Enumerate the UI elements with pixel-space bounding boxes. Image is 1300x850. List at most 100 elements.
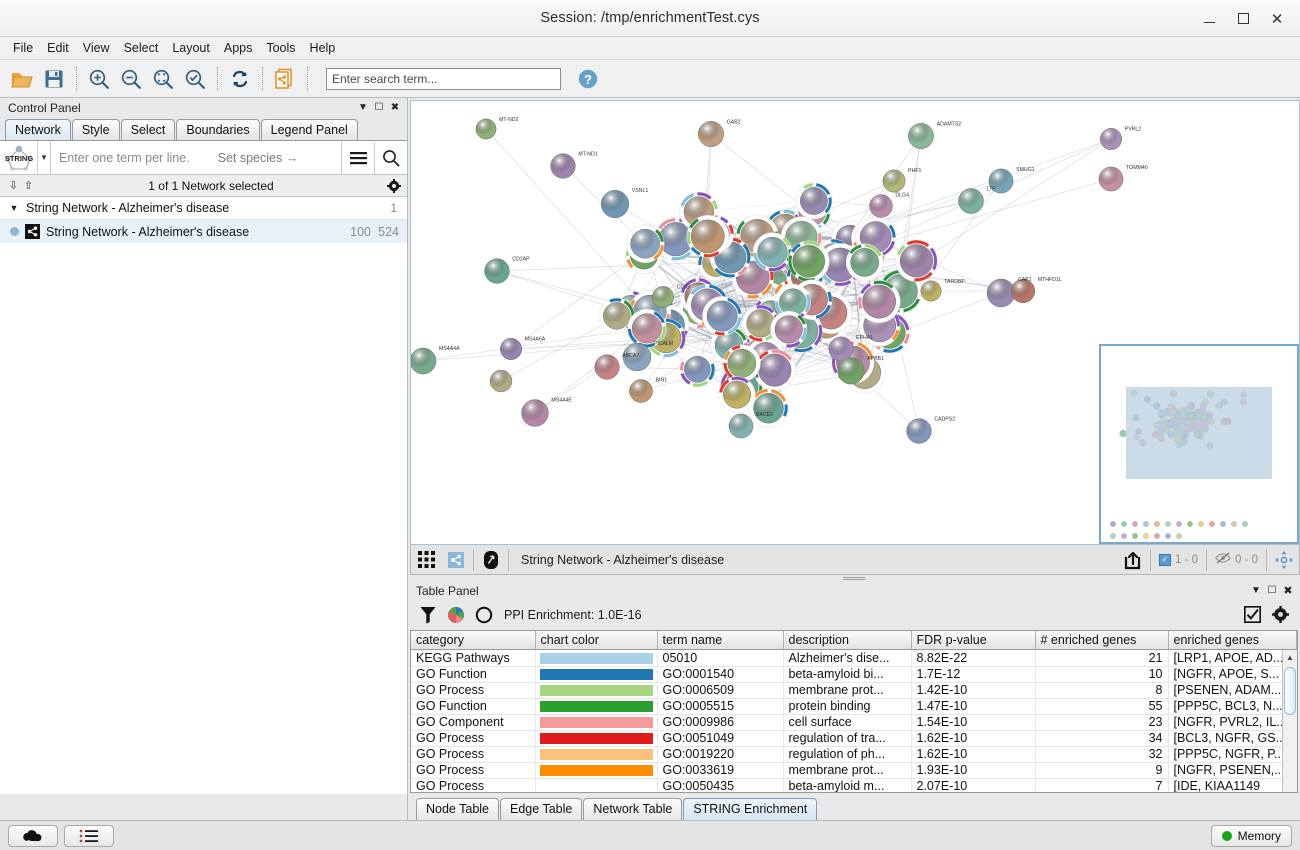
toolbar-separator [473, 548, 474, 571]
minimize-button[interactable] [1192, 4, 1226, 34]
export-network-icon[interactable] [269, 64, 301, 94]
table-row[interactable]: GO Function GO:0005515 protein binding 1.47… [411, 698, 1297, 715]
zoom-fit-icon[interactable] [147, 64, 179, 94]
col-term-name[interactable]: term name [657, 630, 784, 651]
panel-split-handle[interactable] [408, 575, 1300, 582]
network-tree-root[interactable]: ▼ String Network - Alzheimer's disease 1 [0, 197, 407, 220]
string-dropdown-icon[interactable]: ▼ [40, 153, 48, 162]
cell-description: beta-amyloid m... [783, 778, 912, 792]
menu-layout[interactable]: Layout [172, 41, 210, 55]
menu-apps[interactable]: Apps [223, 41, 253, 55]
tab-network[interactable]: Network [5, 119, 71, 140]
refresh-icon[interactable] [224, 64, 256, 94]
hamburger-icon[interactable] [341, 141, 374, 174]
table-row[interactable]: KEGG Pathways 05010 Alzheimer's dise... 8.8… [411, 650, 1297, 667]
float-panel-icon[interactable]: ☐ [1267, 585, 1277, 597]
tab-select[interactable]: Select [120, 119, 176, 140]
tab-edge-table[interactable]: Edge Table [500, 797, 583, 820]
hidden-eye-icon [1215, 552, 1231, 567]
string-query-input[interactable]: Enter one term per line. Set species → [50, 141, 341, 174]
search-input[interactable]: Enter search term... [326, 67, 561, 90]
maximize-button[interactable] [1226, 4, 1260, 34]
memory-status[interactable]: Memory [1210, 824, 1292, 847]
tab-legend-panel[interactable]: Legend Panel [260, 119, 358, 140]
tab-style[interactable]: Style [71, 119, 120, 140]
table-row[interactable]: GO Process GO:0050435 beta-amyloid m... 2.0… [411, 778, 1297, 792]
zoom-selected-icon[interactable] [179, 64, 211, 94]
annotation-icon[interactable] [476, 546, 506, 574]
zoom-out-icon[interactable] [115, 64, 147, 94]
color-swatch [539, 780, 653, 792]
cloud-icon[interactable] [8, 824, 58, 847]
table-row[interactable]: GO Process GO:0019220 regulation of ph... 1… [411, 746, 1297, 763]
table-row[interactable]: GO Function GO:0001540 beta-amyloid bi... 1… [411, 666, 1297, 683]
save-icon[interactable] [38, 64, 70, 94]
donut-chart-icon[interactable] [470, 602, 498, 628]
set-species-link[interactable]: Set species → [217, 150, 299, 165]
gear-icon[interactable] [1266, 602, 1294, 628]
menu-tools[interactable]: Tools [266, 41, 296, 55]
float-panel-icon[interactable]: ☐ [374, 102, 384, 113]
tab-string-enrichment[interactable]: STRING Enrichment [683, 797, 818, 820]
cell-category: GO Component [411, 714, 536, 731]
menu-view[interactable]: View [82, 41, 110, 55]
pan-icon[interactable] [1269, 546, 1299, 574]
tab-node-table[interactable]: Node Table [416, 797, 500, 820]
chevron-down-icon[interactable]: ▼ [9, 203, 19, 213]
gear-icon[interactable] [386, 178, 401, 193]
grid-layout-icon[interactable] [411, 546, 441, 574]
collapse-all-icon[interactable]: ⇩ [8, 180, 19, 192]
expand-all-icon[interactable]: ⇧ [23, 180, 34, 192]
menu-select[interactable]: Select [123, 41, 159, 55]
cell-genes: [LRP1, APOE, AD... [1168, 650, 1297, 667]
filter-icon[interactable] [414, 602, 442, 628]
table-row[interactable]: GO Process GO:0033619 membrane prot... 1.93… [411, 762, 1297, 779]
network-graph[interactable]: MT-ND2 MT-ND1 VSNL1 GAB2 ADAMTS2 PVRL2 TOMM40 S… [411, 101, 1299, 545]
tab-network-table[interactable]: Network Table [583, 797, 683, 820]
hidden-nodes-indicator[interactable]: 0 - 0 [1209, 552, 1264, 567]
toolbar-separator [1266, 548, 1267, 571]
list-icon[interactable] [64, 824, 114, 847]
col-description[interactable]: description [783, 630, 912, 651]
tab-boundaries[interactable]: Boundaries [176, 119, 260, 140]
chevron-down-icon[interactable]: ▼ [358, 102, 368, 113]
table-vertical-scrollbar[interactable]: ▲ [1282, 650, 1297, 792]
network-overview-panel[interactable] [1099, 344, 1299, 544]
menu-edit[interactable]: Edit [47, 41, 69, 55]
svg-text:MS4A4E: MS4A4E [551, 398, 572, 404]
share-network-icon[interactable] [441, 546, 471, 574]
col-enriched-genes[interactable]: enriched genes [1168, 630, 1297, 651]
table-tabs: Node Table Edge Table Network Table STRI… [408, 796, 1300, 820]
close-panel-icon[interactable]: ✖ [1283, 585, 1293, 598]
overview-viewport-rect[interactable] [1126, 387, 1272, 480]
chevron-down-icon[interactable]: ▼ [1251, 585, 1261, 597]
menu-help[interactable]: Help [309, 41, 336, 55]
network-tree-item[interactable]: String Network - Alzheimer's disease 100… [0, 220, 407, 243]
table-scroll-area[interactable]: KEGG Pathways 05010 Alzheimer's dise... 8.8… [411, 650, 1297, 792]
help-icon[interactable]: ? [575, 66, 601, 92]
col-category[interactable]: category [411, 630, 536, 651]
col-chart-color[interactable]: chart color [535, 630, 658, 651]
col-num-enriched-genes[interactable]: # enriched genes [1035, 630, 1169, 651]
checkbox-icon[interactable] [1238, 602, 1266, 628]
export-image-icon[interactable] [1118, 546, 1148, 574]
scrollbar-thumb[interactable] [1284, 667, 1296, 716]
scroll-up-icon[interactable]: ▲ [1286, 652, 1294, 662]
table-row[interactable]: GO Process GO:0051049 regulation of tra...… [411, 730, 1297, 747]
pie-chart-icon[interactable] [442, 602, 470, 628]
zoom-in-icon[interactable] [83, 64, 115, 94]
selected-nodes-indicator[interactable]: ✓ 1 - 0 [1153, 553, 1204, 566]
col-fdr-pvalue[interactable]: FDR p-value [911, 630, 1036, 651]
svg-text:CD2AP: CD2AP [512, 257, 530, 263]
menu-file[interactable]: File [13, 41, 34, 55]
string-logo-icon[interactable]: STRING [0, 141, 38, 174]
search-icon[interactable] [374, 141, 407, 174]
table-row[interactable]: GO Component GO:0009986 cell surface 1.54E-… [411, 714, 1297, 731]
close-panel-icon[interactable]: ✖ [390, 102, 400, 113]
network-canvas[interactable]: MT-ND2 MT-ND1 VSNL1 GAB2 ADAMTS2 PVRL2 TOMM40 S… [410, 100, 1300, 545]
table-row[interactable]: GO Process GO:0006509 membrane prot... 1.42… [411, 682, 1297, 699]
cell-category: GO Function [411, 666, 536, 683]
close-button[interactable]: ✕ [1270, 10, 1284, 28]
cell-fdr: 2.07E-10 [911, 778, 1036, 792]
open-folder-icon[interactable] [6, 64, 38, 94]
